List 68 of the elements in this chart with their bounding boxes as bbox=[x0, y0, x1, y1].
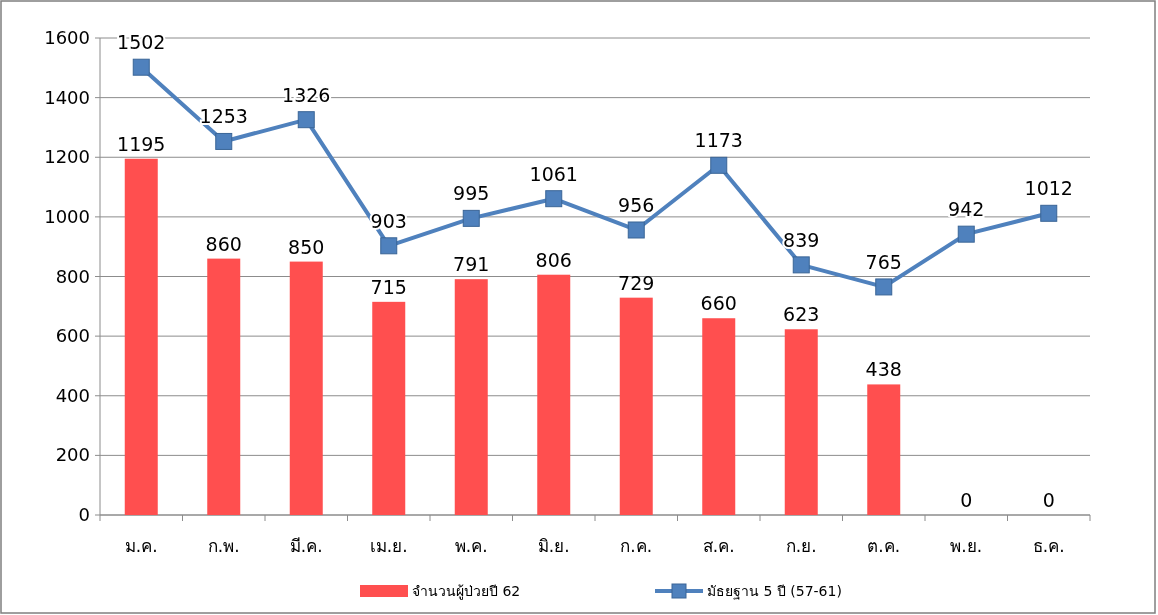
data-label: 1326 bbox=[282, 83, 331, 106]
point bbox=[132, 58, 150, 76]
data-label: 729 bbox=[618, 271, 655, 294]
x-tick-label: มี.ค. bbox=[289, 536, 323, 556]
bar bbox=[289, 261, 323, 515]
bar bbox=[784, 329, 818, 515]
x-tick-label: ส.ค. bbox=[702, 536, 735, 556]
x-tick-label: พ.ค. bbox=[454, 536, 488, 556]
bar bbox=[702, 318, 736, 515]
point bbox=[1040, 204, 1058, 222]
point bbox=[627, 221, 645, 239]
point bbox=[957, 225, 975, 243]
data-label: 995 bbox=[453, 182, 490, 205]
data-label: 0 bbox=[1042, 489, 1055, 511]
data-label: 438 bbox=[865, 358, 902, 381]
data-label: 956 bbox=[618, 193, 655, 216]
data-label: 806 bbox=[535, 248, 572, 271]
point bbox=[875, 278, 893, 296]
x-tick-label: พ.ย. bbox=[950, 536, 983, 556]
x-tick-label: ม.ค. bbox=[124, 536, 158, 556]
bar bbox=[124, 158, 158, 515]
data-label: 1173 bbox=[694, 129, 743, 152]
data-label: 660 bbox=[700, 292, 737, 315]
legend-label: มัธยฐาน 5 ปี (57-61) bbox=[707, 583, 842, 600]
x-tick-label: มิ.ย. bbox=[537, 536, 570, 556]
y-tick-label: 1000 bbox=[44, 205, 90, 227]
y-tick-label: 1200 bbox=[44, 146, 90, 168]
data-label: 942 bbox=[948, 198, 985, 221]
y-tick-label: 0 bbox=[78, 504, 90, 525]
y-tick-label: 400 bbox=[55, 384, 90, 406]
point bbox=[710, 156, 728, 174]
x-tick-label: ธ.ค. bbox=[1032, 536, 1065, 556]
data-label: 850 bbox=[288, 235, 325, 258]
point bbox=[380, 237, 398, 255]
y-tick-label: 1400 bbox=[44, 86, 90, 108]
data-label: 623 bbox=[783, 303, 820, 326]
bar bbox=[207, 258, 241, 515]
y-tick-label: 1600 bbox=[44, 27, 90, 48]
bar bbox=[537, 274, 571, 515]
data-label: 1195 bbox=[117, 132, 166, 155]
x-tick-label: ต.ค. bbox=[867, 536, 901, 556]
point bbox=[215, 132, 233, 150]
data-label: 1253 bbox=[199, 105, 248, 128]
bar bbox=[867, 384, 901, 515]
x-tick-label: ก.ย. bbox=[785, 536, 817, 556]
data-label: 791 bbox=[453, 253, 490, 276]
point bbox=[792, 256, 810, 274]
legend-label: จำนวนผู้ป่วยปี 62 bbox=[412, 583, 521, 600]
data-label: 860 bbox=[205, 232, 242, 255]
y-tick-label: 600 bbox=[55, 325, 90, 347]
bar bbox=[372, 301, 406, 515]
x-tick-label: ก.พ. bbox=[207, 536, 240, 556]
bar bbox=[454, 279, 488, 515]
data-label: 1502 bbox=[117, 31, 166, 54]
y-tick-label: 200 bbox=[55, 444, 90, 466]
data-label: 839 bbox=[783, 228, 820, 251]
x-tick-label: ก.ค. bbox=[620, 536, 653, 556]
y-tick-label: 800 bbox=[55, 265, 90, 287]
data-label: 1061 bbox=[529, 162, 578, 185]
point bbox=[462, 209, 480, 227]
x-tick-label: เม.ย. bbox=[369, 536, 408, 556]
point bbox=[545, 190, 563, 208]
bar bbox=[619, 297, 653, 515]
point bbox=[297, 111, 315, 129]
data-label: 0 bbox=[960, 489, 973, 511]
data-label: 1012 bbox=[1024, 177, 1073, 200]
data-label: 715 bbox=[370, 275, 407, 298]
data-label: 765 bbox=[865, 250, 902, 273]
